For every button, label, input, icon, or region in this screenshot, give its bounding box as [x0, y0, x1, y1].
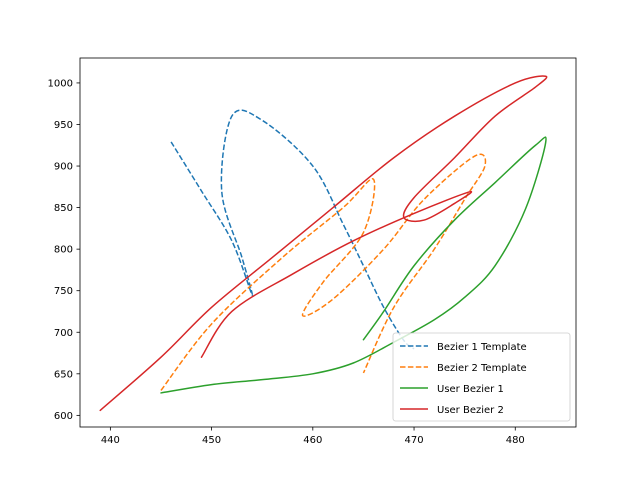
series-line-bezier-2-template [160, 153, 487, 391]
y-tick-label: 950 [54, 120, 73, 131]
series-line-user-bezier-1 [160, 136, 547, 394]
y-tick-label: 600 [54, 411, 73, 422]
legend-label-bezier-1-template: Bezier 1 Template [437, 342, 527, 353]
legend-box [392, 332, 571, 422]
y-tick-label: 650 [54, 369, 73, 380]
y-tick-label: 700 [54, 328, 73, 339]
y-tick-label: 1000 [48, 78, 73, 89]
plot-area [99, 75, 548, 412]
axes-layer: 440 450 460 470 480 600 650 700 750 800 850 900 950 1… [48, 57, 577, 446]
x-tick-label: 460 [303, 435, 322, 446]
x-tick-label: 480 [506, 435, 525, 446]
legend-label-bezier-2-template: Bezier 2 Template [437, 363, 527, 374]
series-layer [99, 75, 548, 412]
x-tick-label: 440 [101, 435, 120, 446]
y-tick-label: 800 [54, 245, 73, 256]
legend: Bezier 1 Template Bezier 2 Template User B… [392, 332, 571, 422]
x-tick-label: 450 [202, 435, 221, 446]
x-tick-label: 470 [404, 435, 423, 446]
legend-label-user-bezier-2: User Bezier 2 [437, 405, 504, 416]
y-tick-label: 750 [54, 286, 73, 297]
legend-label-user-bezier-1: User Bezier 1 [437, 384, 504, 395]
y-tick-label: 850 [54, 203, 73, 214]
y-tick-label: 900 [54, 162, 73, 173]
series-line-bezier-1-template [170, 109, 415, 350]
axes-frame [79, 57, 577, 428]
series-line-user-bezier-2 [99, 75, 548, 412]
